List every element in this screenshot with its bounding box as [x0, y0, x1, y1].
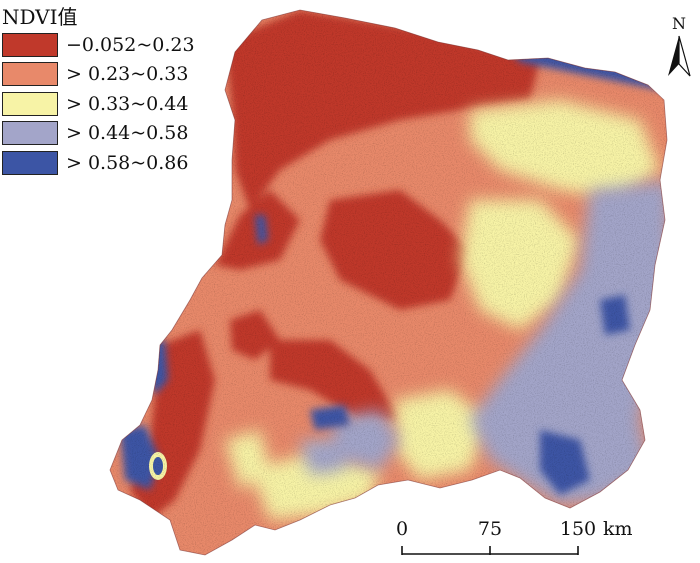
- legend-label: > 0.44~0.58: [66, 122, 189, 145]
- north-arrow-icon: [668, 35, 691, 77]
- scale-unit: km: [603, 518, 633, 540]
- scale-tick-label: 75: [477, 518, 503, 540]
- scale-tick-label: 150: [559, 518, 597, 540]
- legend-swatch: [2, 32, 58, 57]
- legend-item: > 0.23~0.33: [2, 60, 252, 90]
- legend-item: > 0.58~0.86: [2, 148, 252, 178]
- legend-swatch: [2, 91, 58, 116]
- north-arrow: N: [664, 14, 696, 84]
- scale-tick-label: 0: [395, 518, 409, 540]
- legend-label: > 0.23~0.33: [66, 63, 189, 86]
- legend-item: > 0.33~0.44: [2, 89, 252, 119]
- legend-swatch: [2, 121, 58, 146]
- legend-label: > 0.58~0.86: [66, 151, 189, 174]
- legend-label: > 0.33~0.44: [66, 92, 189, 115]
- legend-item: > 0.44~0.58: [2, 119, 252, 149]
- legend: NDVI值 −0.052~0.23 > 0.23~0.33 > 0.33~0.4…: [2, 4, 252, 178]
- legend-label: −0.052~0.23: [66, 33, 195, 56]
- legend-item: −0.052~0.23: [2, 30, 252, 60]
- scale-bar: 0 75 150 km: [390, 518, 650, 563]
- legend-swatch: [2, 150, 58, 175]
- legend-swatch: [2, 62, 58, 87]
- legend-title: NDVI值: [2, 5, 78, 29]
- scale-bar-line: [401, 546, 579, 555]
- north-letter: N: [672, 14, 686, 33]
- region-outline: [109, 9, 668, 556]
